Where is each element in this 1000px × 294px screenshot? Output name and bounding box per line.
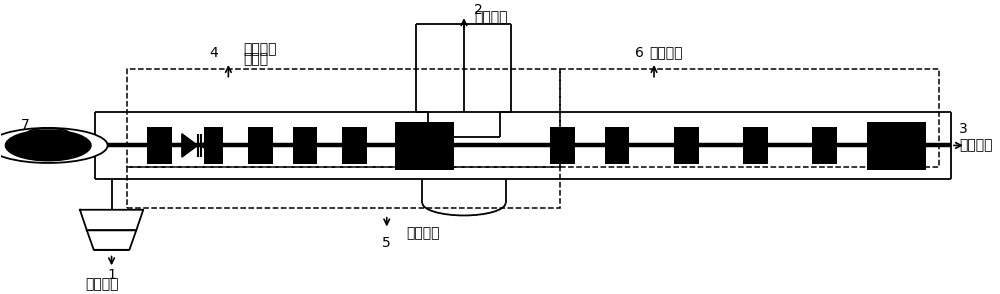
Text: 2: 2: [474, 3, 483, 17]
Text: 二极管: 二极管: [243, 52, 268, 66]
Text: 4: 4: [209, 46, 218, 60]
Bar: [147, 127, 172, 164]
Bar: [743, 127, 768, 164]
Text: 7: 7: [21, 118, 30, 132]
Ellipse shape: [5, 129, 92, 161]
Text: 中频输出: 中频输出: [959, 138, 992, 152]
Bar: [674, 127, 699, 164]
Text: 中频滤波: 中频滤波: [649, 46, 683, 60]
Bar: [248, 127, 273, 164]
Text: 本振输入: 本振输入: [474, 10, 507, 24]
Bar: [605, 127, 629, 164]
Text: 射频输入: 射频输入: [85, 277, 118, 291]
Circle shape: [0, 128, 108, 163]
Text: 5: 5: [382, 236, 391, 250]
Bar: [550, 127, 575, 164]
Text: 6: 6: [635, 46, 644, 60]
Bar: [560, 69, 939, 167]
Bar: [127, 69, 560, 167]
Text: 3: 3: [959, 122, 968, 136]
Polygon shape: [201, 134, 216, 157]
Bar: [342, 127, 367, 164]
Text: 本振滤波: 本振滤波: [407, 226, 440, 240]
Bar: [395, 122, 454, 170]
Text: 反向并联: 反向并联: [243, 42, 277, 56]
Bar: [204, 127, 223, 164]
Text: 1: 1: [107, 268, 116, 282]
Polygon shape: [182, 134, 198, 157]
Bar: [293, 127, 317, 164]
Bar: [127, 167, 560, 208]
Bar: [812, 127, 837, 164]
Text: 地: 地: [18, 137, 27, 151]
Bar: [867, 122, 926, 170]
